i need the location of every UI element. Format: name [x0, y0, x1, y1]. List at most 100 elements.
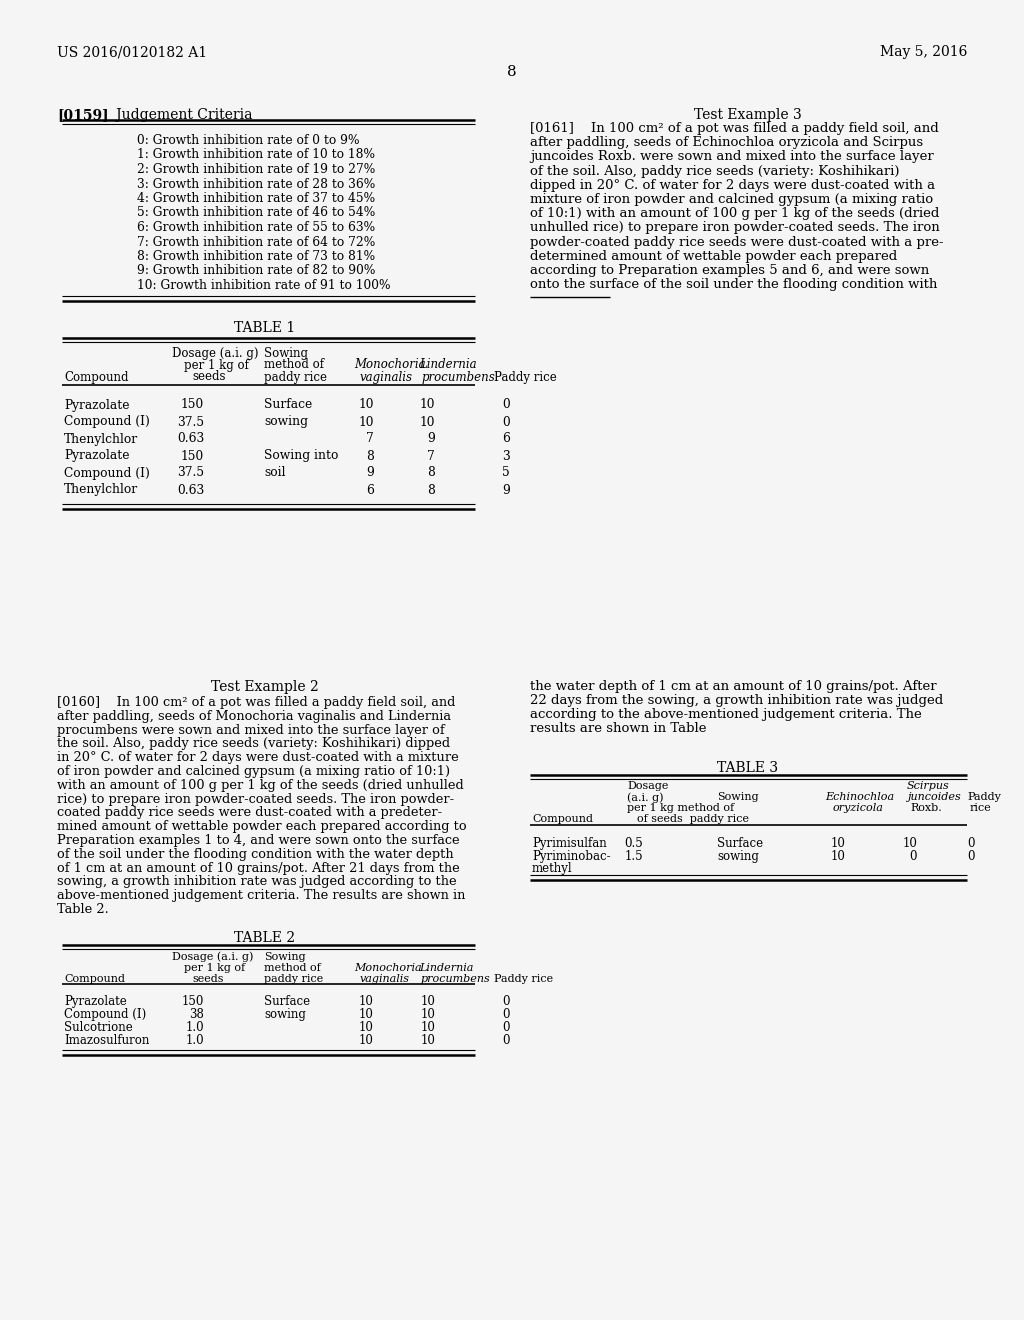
Text: 0: 0	[968, 850, 975, 863]
Text: 10: 10	[420, 416, 435, 429]
Text: Surface: Surface	[264, 399, 312, 412]
Text: rice: rice	[970, 803, 992, 813]
Text: 7: Growth inhibition rate of 64 to 72%: 7: Growth inhibition rate of 64 to 72%	[137, 235, 375, 248]
Text: TABLE 1: TABLE 1	[234, 322, 296, 335]
Text: 0: 0	[502, 416, 510, 429]
Text: 1.0: 1.0	[185, 1020, 204, 1034]
Text: 9: 9	[502, 483, 510, 496]
Text: 8: 8	[367, 450, 374, 462]
Text: rice) to prepare iron powder-coated seeds. The iron powder-: rice) to prepare iron powder-coated seed…	[57, 792, 454, 805]
Text: 4: Growth inhibition rate of 37 to 45%: 4: Growth inhibition rate of 37 to 45%	[137, 191, 375, 205]
Text: coated paddy rice seeds were dust-coated with a predeter-: coated paddy rice seeds were dust-coated…	[57, 807, 442, 820]
Text: 0.63: 0.63	[177, 433, 204, 446]
Text: Pyrazolate: Pyrazolate	[63, 450, 129, 462]
Text: 0: 0	[968, 837, 975, 850]
Text: the soil. Also, paddy rice seeds (variety: Koshihikari) dipped: the soil. Also, paddy rice seeds (variet…	[57, 738, 451, 750]
Text: Test Example 2: Test Example 2	[211, 680, 318, 694]
Text: (a.i. g): (a.i. g)	[627, 792, 664, 803]
Text: of seeds  paddy rice: of seeds paddy rice	[637, 814, 749, 824]
Text: 10: 10	[420, 1034, 435, 1047]
Text: Pyrimisulfan: Pyrimisulfan	[532, 837, 607, 850]
Text: sowing, a growth inhibition rate was judged according to the: sowing, a growth inhibition rate was jud…	[57, 875, 457, 888]
Text: of the soil. Also, paddy rice seeds (variety: Koshihikari): of the soil. Also, paddy rice seeds (var…	[530, 165, 899, 178]
Text: 10: 10	[420, 1020, 435, 1034]
Text: Dosage (a.i. g): Dosage (a.i. g)	[172, 346, 258, 359]
Text: 8: Growth inhibition rate of 73 to 81%: 8: Growth inhibition rate of 73 to 81%	[137, 249, 375, 263]
Text: 37.5: 37.5	[177, 466, 204, 479]
Text: Dosage: Dosage	[627, 781, 669, 791]
Text: procumbens: procumbens	[421, 371, 495, 384]
Text: paddy rice: paddy rice	[264, 974, 324, 983]
Text: of 10:1) with an amount of 100 g per 1 kg of the seeds (dried: of 10:1) with an amount of 100 g per 1 k…	[530, 207, 939, 220]
Text: US 2016/0120182 A1: US 2016/0120182 A1	[57, 45, 207, 59]
Text: 1: Growth inhibition rate of 10 to 18%: 1: Growth inhibition rate of 10 to 18%	[137, 149, 375, 161]
Text: according to the above-mentioned judgement criteria. The: according to the above-mentioned judgeme…	[530, 708, 922, 721]
Text: oryzicola: oryzicola	[833, 803, 884, 813]
Text: Paddy rice: Paddy rice	[494, 974, 553, 983]
Text: mined amount of wettable powder each prepared according to: mined amount of wettable powder each pre…	[57, 820, 467, 833]
Text: procumbens: procumbens	[421, 974, 490, 983]
Text: [0161]    In 100 cm² of a pot was filled a paddy field soil, and: [0161] In 100 cm² of a pot was filled a …	[530, 121, 939, 135]
Text: 10: 10	[359, 1020, 374, 1034]
Text: Sowing: Sowing	[264, 346, 308, 359]
Text: 8: 8	[507, 65, 517, 79]
Text: 5: Growth inhibition rate of 46 to 54%: 5: Growth inhibition rate of 46 to 54%	[137, 206, 375, 219]
Text: dipped in 20° C. of water for 2 days were dust-coated with a: dipped in 20° C. of water for 2 days wer…	[530, 178, 935, 191]
Text: 0: 0	[909, 850, 918, 863]
Text: seeds: seeds	[193, 371, 225, 384]
Text: 0.5: 0.5	[625, 837, 643, 850]
Text: 10: 10	[420, 995, 435, 1007]
Text: after paddling, seeds of Echinochloa oryzicola and Scirpus: after paddling, seeds of Echinochloa ory…	[530, 136, 923, 149]
Text: with an amount of 100 g per 1 kg of the seeds (dried unhulled: with an amount of 100 g per 1 kg of the …	[57, 779, 464, 792]
Text: method of: method of	[264, 962, 321, 973]
Text: 0: Growth inhibition rate of 0 to 9%: 0: Growth inhibition rate of 0 to 9%	[137, 135, 359, 147]
Text: Compound: Compound	[63, 974, 125, 983]
Text: mixture of iron powder and calcined gypsum (a mixing ratio: mixture of iron powder and calcined gyps…	[530, 193, 933, 206]
Text: onto the surface of the soil under the flooding condition with: onto the surface of the soil under the f…	[530, 279, 937, 292]
Text: 5: 5	[502, 466, 510, 479]
Text: 9: Growth inhibition rate of 82 to 90%: 9: Growth inhibition rate of 82 to 90%	[137, 264, 376, 277]
Text: according to Preparation examples 5 and 6, and were sown: according to Preparation examples 5 and …	[530, 264, 929, 277]
Text: Test Example 3: Test Example 3	[694, 108, 802, 121]
Text: [0160]    In 100 cm² of a pot was filled a paddy field soil, and: [0160] In 100 cm² of a pot was filled a …	[57, 696, 456, 709]
Text: 150: 150	[181, 995, 204, 1007]
Text: seeds: seeds	[193, 974, 223, 983]
Text: sowing: sowing	[264, 1007, 306, 1020]
Text: sowing: sowing	[717, 850, 759, 863]
Text: Sowing into: Sowing into	[264, 450, 338, 462]
Text: of iron powder and calcined gypsum (a mixing ratio of 10:1): of iron powder and calcined gypsum (a mi…	[57, 766, 451, 777]
Text: Imazosulfuron: Imazosulfuron	[63, 1034, 150, 1047]
Text: 10: 10	[830, 850, 845, 863]
Text: 2: Growth inhibition rate of 19 to 27%: 2: Growth inhibition rate of 19 to 27%	[137, 162, 375, 176]
Text: 8: 8	[427, 466, 435, 479]
Text: Judgement Criteria: Judgement Criteria	[103, 108, 253, 121]
Text: per 1 kg method of: per 1 kg method of	[627, 803, 734, 813]
Text: Pyrazolate: Pyrazolate	[63, 399, 129, 412]
Text: Preparation examples 1 to 4, and were sown onto the surface: Preparation examples 1 to 4, and were so…	[57, 834, 460, 847]
Text: Pyrazolate: Pyrazolate	[63, 995, 127, 1007]
Text: TABLE 2: TABLE 2	[234, 931, 296, 945]
Text: 7: 7	[427, 450, 435, 462]
Text: 9: 9	[427, 433, 435, 446]
Text: Compound (I): Compound (I)	[63, 1007, 146, 1020]
Text: juncoides Roxb. were sown and mixed into the surface layer: juncoides Roxb. were sown and mixed into…	[530, 150, 934, 164]
Text: 0: 0	[502, 399, 510, 412]
Text: determined amount of wettable powder each prepared: determined amount of wettable powder eac…	[530, 249, 897, 263]
Text: Echinochloa: Echinochloa	[825, 792, 894, 803]
Text: 150: 150	[181, 399, 204, 412]
Text: Sowing: Sowing	[717, 792, 759, 803]
Text: 1.5: 1.5	[625, 850, 643, 863]
Text: Scirpus: Scirpus	[907, 781, 949, 791]
Text: Surface: Surface	[264, 995, 310, 1007]
Text: Lindernia: Lindernia	[419, 962, 473, 973]
Text: 0: 0	[503, 1020, 510, 1034]
Text: Dosage (a.i. g): Dosage (a.i. g)	[172, 952, 253, 962]
Text: 37.5: 37.5	[177, 416, 204, 429]
Text: 8: 8	[427, 483, 435, 496]
Text: 3: 3	[502, 450, 510, 462]
Text: 0.63: 0.63	[177, 483, 204, 496]
Text: per 1 kg of: per 1 kg of	[184, 359, 249, 371]
Text: in 20° C. of water for 2 days were dust-coated with a mixture: in 20° C. of water for 2 days were dust-…	[57, 751, 459, 764]
Text: Sowing: Sowing	[264, 952, 305, 962]
Text: 0: 0	[503, 1034, 510, 1047]
